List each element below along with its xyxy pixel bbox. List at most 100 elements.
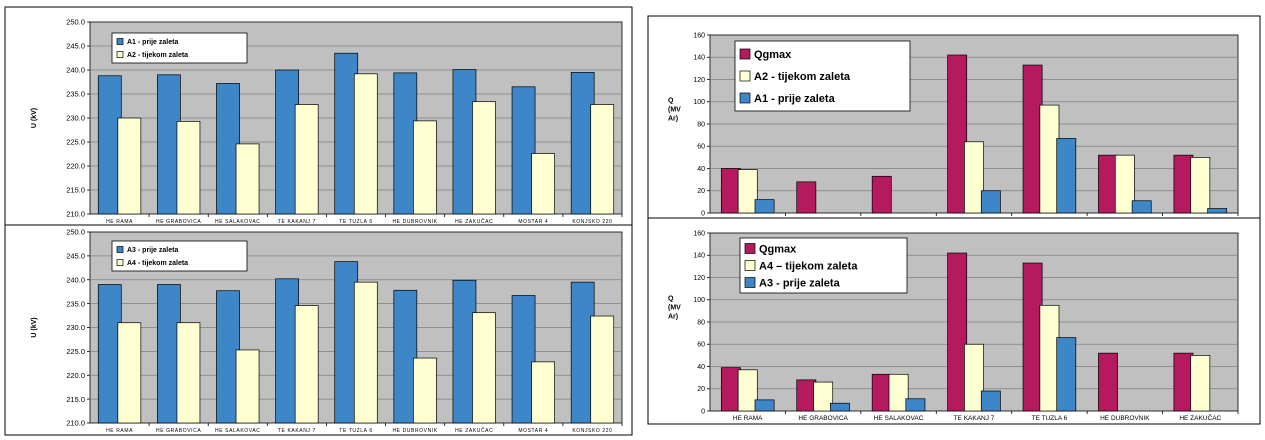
- y-axis-label: Ar): [668, 116, 678, 123]
- y-tick-label: 210.0: [66, 210, 85, 219]
- legend-swatch: [744, 277, 756, 288]
- bar: [1114, 154, 1135, 214]
- y-tick-label: 240.0: [66, 66, 85, 75]
- y-tick-label: 230.0: [66, 114, 85, 123]
- y-tick-label: 60: [697, 144, 705, 151]
- y-tick-label: 240.0: [66, 275, 85, 284]
- bar: [720, 367, 741, 412]
- x-tick-label: HE DUBROVNIK: [392, 428, 437, 434]
- y-tick-label: 40: [697, 166, 705, 173]
- legend-box: [111, 32, 248, 64]
- x-tick-label: TE KAKANJ 7: [278, 219, 316, 225]
- bar: [871, 175, 892, 214]
- bar: [176, 322, 201, 424]
- bar: [353, 73, 378, 215]
- bar: [511, 295, 536, 424]
- legend-box: [734, 40, 911, 112]
- bar: [1098, 352, 1118, 412]
- y-tick-label: 160: [693, 32, 705, 39]
- legend-swatch: [739, 48, 751, 60]
- y-axis-label: Q: [668, 98, 674, 105]
- y-tick-label: 250.0: [66, 18, 85, 27]
- x-tick-label: TE TUZLA 6: [339, 219, 372, 225]
- y-tick-label: 160: [693, 230, 705, 237]
- bar: [871, 373, 892, 412]
- bar: [830, 402, 850, 412]
- x-tick-label: HE ZAKUČAC: [455, 218, 493, 225]
- y-tick-label: 225.0: [66, 347, 85, 356]
- y-axis-label: U (kV): [31, 317, 38, 337]
- x-tick-label: KONJSKO 220: [572, 428, 612, 434]
- x-tick-label: HE DUBROVNIK: [392, 219, 437, 225]
- bar: [413, 120, 437, 215]
- bar: [1173, 352, 1194, 412]
- x-tick-label: HE ZAKUČAC: [455, 427, 493, 434]
- bar: [1207, 208, 1228, 214]
- bar: [720, 168, 741, 214]
- y-tick-label: 80: [697, 319, 705, 326]
- legend-label: A3 - prije zaleta: [759, 277, 841, 289]
- bar: [754, 399, 775, 412]
- bar: [980, 190, 1001, 214]
- legend-label: A1 - prije zaleta: [127, 39, 178, 46]
- x-tick-label: HE SALAKOVAC: [874, 415, 924, 422]
- bar: [353, 281, 378, 424]
- legend-label: Qgmax: [759, 243, 797, 255]
- y-tick-label: 225.0: [66, 138, 85, 147]
- bar: [888, 373, 909, 412]
- y-tick-label: 215.0: [66, 395, 85, 404]
- x-tick-label: KONJSKO 220: [572, 219, 612, 225]
- bar: [294, 104, 319, 215]
- bar: [472, 312, 496, 424]
- y-tick-label: 235.0: [66, 90, 85, 99]
- bar: [235, 143, 260, 215]
- x-tick-label: HE RAMA: [106, 219, 133, 225]
- y-tick-label: 220.0: [66, 371, 85, 380]
- y-tick-label: 120: [693, 275, 705, 282]
- bar: [1056, 337, 1077, 412]
- bar: [964, 343, 984, 412]
- bar: [472, 101, 496, 215]
- bar: [1173, 154, 1194, 214]
- chart-c2: 210.0 215.0 220.0 225.0 230.0 235.0 240.0 245.0…: [31, 228, 623, 434]
- bar: [1098, 154, 1118, 214]
- legend-swatch: [116, 38, 124, 45]
- y-tick-label: 235.0: [66, 299, 85, 308]
- legend-swatch: [739, 92, 751, 104]
- y-tick-label: 80: [697, 121, 705, 128]
- bar: [511, 86, 536, 215]
- y-tick-label: 20: [697, 188, 705, 195]
- y-tick-label: 220.0: [66, 162, 85, 171]
- bar: [1022, 64, 1043, 214]
- bar: [964, 141, 984, 214]
- y-tick-label: 120: [693, 77, 705, 84]
- bar: [176, 121, 201, 215]
- legend-swatch: [116, 51, 124, 58]
- y-tick-label: 100: [693, 99, 705, 106]
- legend-swatch: [116, 259, 124, 266]
- y-axis-label: U (kV): [31, 108, 38, 128]
- y-tick-label: 140: [693, 253, 705, 260]
- y-tick-label: 215.0: [66, 186, 85, 195]
- bar: [117, 117, 142, 215]
- x-tick-label: MOSTAR 4: [518, 428, 548, 434]
- x-tick-label: HE RAMA: [733, 415, 763, 422]
- bar: [393, 289, 418, 424]
- legend-swatch: [739, 70, 751, 82]
- bar: [1190, 355, 1211, 412]
- x-tick-label: TE KAKANJ 7: [954, 415, 995, 422]
- y-tick-label: 245.0: [66, 42, 85, 51]
- y-axis-label: Q: [668, 296, 674, 303]
- y-tick-label: 245.0: [66, 252, 85, 261]
- bar: [737, 369, 758, 412]
- x-tick-label: HE RAMA: [106, 428, 133, 434]
- chart-c1: 210.0 215.0 220.0 225.0 230.0 235.0 240.0 245.0…: [31, 18, 623, 225]
- legend-swatch: [116, 246, 124, 253]
- x-tick-label: TE KAKANJ 7: [278, 428, 316, 434]
- bar: [1022, 262, 1043, 412]
- bar: [754, 199, 775, 214]
- charts-root: 210.0 215.0 220.0 225.0 230.0 235.0 240.0 245.0…: [31, 18, 1239, 434]
- bar: [947, 54, 968, 214]
- x-tick-label: TE TUZLA 6: [1032, 415, 1068, 422]
